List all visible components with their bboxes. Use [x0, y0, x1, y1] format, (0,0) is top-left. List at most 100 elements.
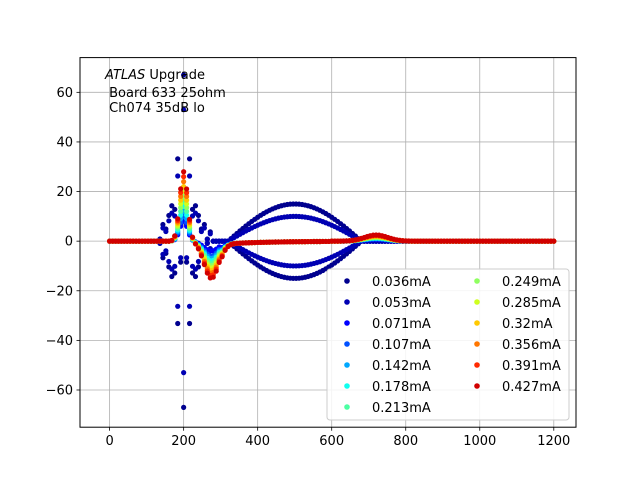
legend-label: 0.178mA: [372, 380, 431, 395]
legend-label: 0.107mA: [372, 338, 431, 353]
legend-marker: [344, 320, 350, 326]
data-point: [181, 174, 187, 180]
data-point: [184, 190, 190, 196]
data-point: [186, 216, 193, 222]
data-point: [186, 156, 193, 162]
data-point: [181, 179, 187, 185]
data-point: [201, 225, 207, 231]
data-point: [189, 234, 196, 240]
legend-label: 0.053mA: [372, 296, 431, 311]
data-point: [178, 212, 184, 218]
legend-label: 0.142mA: [372, 359, 431, 374]
y-tick-label: 20: [56, 185, 73, 200]
data-point: [169, 237, 175, 244]
data-point: [222, 247, 228, 253]
data-point: [181, 370, 187, 376]
data-point: [166, 218, 172, 224]
data-point: [181, 404, 187, 410]
data-point: [198, 228, 205, 235]
data-point: [172, 233, 178, 239]
data-point: [184, 205, 190, 211]
data-point: [178, 190, 184, 196]
data-point: [178, 255, 184, 261]
legend-marker: [344, 362, 350, 368]
y-tick-label: 0: [65, 235, 73, 250]
data-point: [195, 246, 202, 252]
legend-marker: [474, 320, 480, 326]
data-point: [219, 254, 225, 260]
data-point: [184, 193, 190, 200]
data-point: [189, 206, 196, 212]
data-point: [169, 203, 175, 209]
data-point: [160, 251, 166, 257]
data-point: [172, 263, 178, 269]
x-tick-label: 1000: [463, 434, 496, 449]
data-point: [195, 258, 202, 265]
data-point: [184, 208, 190, 214]
data-point: [163, 228, 169, 235]
annotation-board: Board 633 25ohm: [105, 86, 226, 101]
data-point: [181, 107, 187, 113]
x-tick-label: 0: [105, 434, 113, 449]
data-point: [160, 225, 166, 231]
data-point: [216, 259, 222, 265]
legend-marker: [344, 299, 350, 305]
data-point: [178, 193, 184, 199]
x-tick-label: 800: [393, 434, 418, 449]
annotation-channel: Ch074 35dB lo: [105, 101, 205, 116]
data-point: [192, 266, 199, 272]
data-point: [175, 216, 181, 222]
data-point: [210, 274, 216, 280]
data-point: [201, 262, 207, 268]
data-point: [192, 241, 199, 247]
data-point: [172, 270, 178, 276]
legend: 0.036mA 0.053mA 0.071mA 0.107mA 0.142mA 0.178…: [326, 268, 570, 421]
x-tick-label: 200: [171, 434, 196, 449]
data-point: [184, 186, 190, 192]
y-tick-label: −20: [46, 284, 73, 299]
data-point: [204, 240, 210, 246]
y-tick-label: 60: [56, 86, 73, 101]
legend-label: 0.32mA: [502, 317, 553, 332]
annotation-atlas: ATLAS: [104, 68, 145, 83]
data-point: [184, 259, 190, 265]
annotation: ATLAS Upgrade Board 633 25ohm Ch074 35dB…: [104, 68, 226, 116]
data-point: [195, 218, 202, 224]
data-point: [189, 270, 196, 276]
data-point: [186, 320, 193, 327]
data-point: [204, 270, 210, 276]
data-point: [166, 258, 172, 265]
data-point: [192, 203, 199, 209]
data-point: [175, 173, 181, 179]
data-point: [178, 186, 184, 192]
data-point: [184, 197, 190, 203]
legend-label: 0.071mA: [372, 317, 431, 332]
axis-ticks: 0 200 400 600 800 1000 1200 −60 −40 −20 0 20 40 60: [46, 86, 571, 449]
data-point: [178, 197, 184, 203]
series-0.427mA: [107, 169, 557, 281]
legend-marker: [474, 278, 480, 284]
svg-text:ATLAS Upgrade: ATLAS Upgrade: [104, 68, 205, 83]
data-point: [175, 320, 181, 327]
legend-label: 0.427mA: [502, 380, 561, 395]
y-tick-label: 40: [56, 135, 73, 150]
legend-marker: [344, 278, 350, 284]
data-point: [207, 231, 213, 237]
x-tick-label: 600: [319, 434, 344, 449]
x-tick-label: 1200: [537, 434, 570, 449]
data-point: [178, 201, 184, 207]
legend-label: 0.213mA: [372, 401, 431, 416]
data-point: [181, 72, 187, 78]
data-point: [198, 253, 205, 259]
data-point: [178, 204, 184, 211]
data-point: [181, 169, 187, 175]
data-point: [551, 238, 557, 244]
legend-marker: [474, 362, 480, 368]
data-point: [213, 268, 219, 274]
data-point: [178, 259, 184, 265]
data-point: [184, 212, 190, 218]
data-point: [192, 273, 199, 280]
legend-marker: [474, 383, 480, 389]
legend-label: 0.356mA: [502, 338, 561, 353]
